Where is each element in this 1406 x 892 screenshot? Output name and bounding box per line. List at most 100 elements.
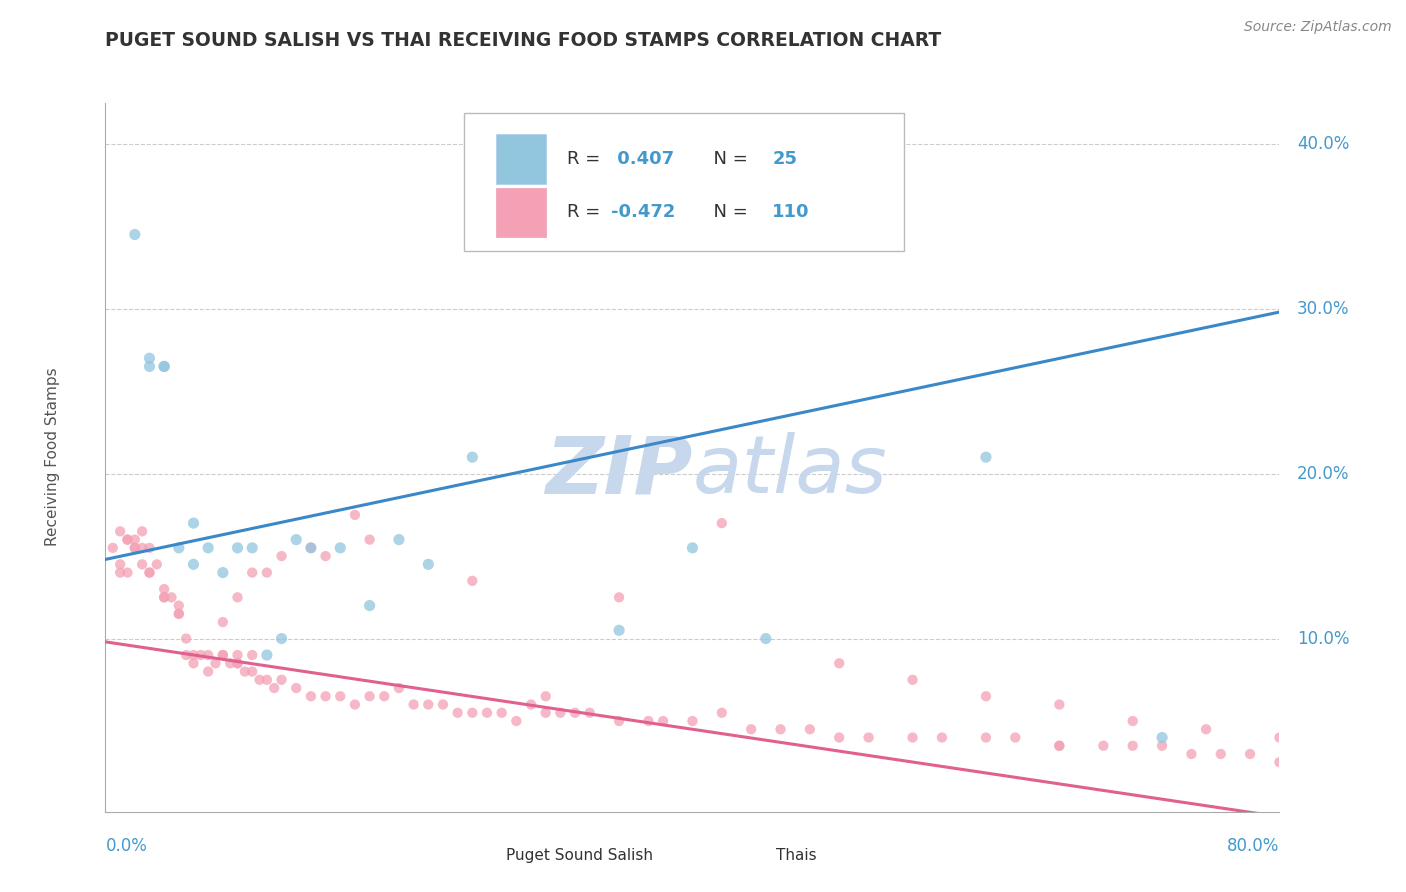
Point [270, 632, 292, 646]
Point [153, 591, 176, 605]
Point [505, 714, 527, 728]
Point [167, 541, 190, 555]
Point [299, 690, 322, 704]
Point [124, 541, 146, 555]
Text: 30.0%: 30.0% [1298, 300, 1350, 318]
Point [167, 607, 190, 621]
Text: 25: 25 [772, 151, 797, 169]
Point [901, 731, 924, 745]
Point [799, 723, 821, 737]
Point [285, 533, 308, 547]
Text: N =: N = [702, 151, 754, 169]
Point [256, 648, 278, 662]
Point [1150, 739, 1173, 753]
Point [710, 516, 733, 530]
Point [183, 648, 205, 662]
Point [858, 731, 880, 745]
Point [131, 524, 153, 539]
Point [461, 574, 484, 588]
Point [1047, 739, 1070, 753]
Point [637, 714, 659, 728]
Point [315, 690, 337, 704]
Point [432, 698, 454, 712]
Text: atlas: atlas [692, 433, 887, 510]
Point [240, 648, 263, 662]
Point [931, 731, 953, 745]
Text: Thais: Thais [776, 848, 817, 863]
Point [285, 681, 308, 695]
Point [520, 698, 543, 712]
Point [124, 227, 146, 242]
Point [167, 607, 190, 621]
Point [388, 533, 411, 547]
Bar [496, 135, 546, 184]
Text: 80.0%: 80.0% [1227, 837, 1279, 855]
Point [418, 698, 440, 712]
Bar [464, 844, 496, 869]
Point [249, 673, 271, 687]
Text: N =: N = [702, 203, 754, 221]
Point [475, 706, 498, 720]
Point [461, 706, 484, 720]
Text: Source: ZipAtlas.com: Source: ZipAtlas.com [1244, 20, 1392, 34]
Point [418, 558, 440, 572]
Point [755, 632, 778, 646]
Point [211, 648, 233, 662]
Point [343, 508, 366, 522]
Point [1047, 739, 1070, 753]
Point [138, 566, 160, 580]
Point [117, 533, 139, 547]
Text: R =: R = [567, 203, 606, 221]
Bar [496, 187, 546, 237]
Point [388, 681, 411, 695]
Text: 40.0%: 40.0% [1298, 135, 1350, 153]
Point [183, 657, 205, 671]
Point [1092, 739, 1115, 753]
Point [240, 665, 263, 679]
Text: ZIP: ZIP [546, 433, 692, 510]
Point [1122, 714, 1144, 728]
Point [153, 359, 176, 374]
Point [373, 690, 395, 704]
Point [1004, 731, 1026, 745]
Point [974, 690, 997, 704]
Point [138, 566, 160, 580]
Point [211, 566, 233, 580]
Point [550, 706, 572, 720]
Point [197, 541, 219, 555]
Point [226, 541, 249, 555]
Text: R =: R = [567, 151, 606, 169]
Text: Receiving Food Stamps: Receiving Food Stamps [45, 368, 60, 547]
Point [607, 624, 630, 638]
Point [1180, 747, 1202, 761]
Point [233, 665, 256, 679]
Point [652, 714, 675, 728]
Point [174, 632, 197, 646]
Point [343, 698, 366, 712]
Point [270, 673, 292, 687]
Point [534, 706, 557, 720]
Point [828, 657, 851, 671]
Point [564, 706, 586, 720]
Text: 110: 110 [772, 203, 810, 221]
Point [131, 541, 153, 555]
Point [219, 657, 242, 671]
Point [256, 673, 278, 687]
Point [329, 541, 352, 555]
Point [270, 549, 292, 563]
Point [174, 648, 197, 662]
Point [153, 359, 176, 374]
Point [769, 723, 792, 737]
Point [138, 351, 160, 366]
Text: -0.472: -0.472 [612, 203, 676, 221]
Point [1239, 747, 1261, 761]
Point [146, 558, 169, 572]
Point [226, 657, 249, 671]
Point [1047, 698, 1070, 712]
Point [256, 566, 278, 580]
Point [197, 665, 219, 679]
Point [329, 690, 352, 704]
Text: 0.0%: 0.0% [105, 837, 148, 855]
Point [240, 566, 263, 580]
Point [359, 533, 381, 547]
